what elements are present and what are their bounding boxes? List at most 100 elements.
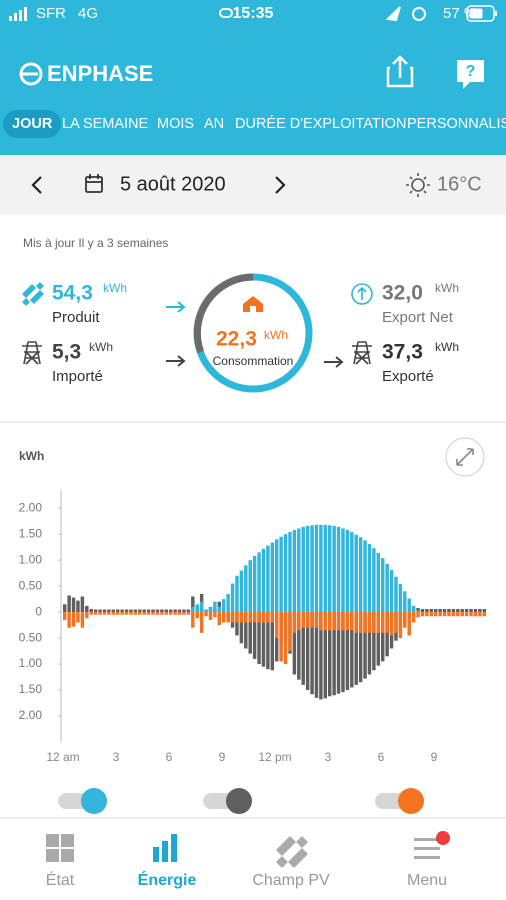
bar xyxy=(85,605,89,613)
bar xyxy=(323,524,328,613)
bar xyxy=(403,612,407,628)
bar xyxy=(434,612,438,617)
etat-icon[interactable] xyxy=(46,834,74,862)
bar xyxy=(429,608,434,613)
bar xyxy=(442,612,447,617)
expand-button[interactable] xyxy=(445,437,485,477)
prev-day[interactable] xyxy=(31,176,42,194)
bar xyxy=(270,612,275,623)
champ-pv-icon[interactable] xyxy=(276,836,308,868)
bar xyxy=(345,612,350,691)
bar xyxy=(350,612,354,688)
bar xyxy=(385,612,389,657)
bar xyxy=(182,612,186,615)
nav-label[interactable]: État xyxy=(46,870,75,889)
bar xyxy=(76,612,80,623)
bar xyxy=(248,612,252,654)
bar xyxy=(266,612,270,623)
nav-label[interactable]: Champ PV xyxy=(252,872,330,889)
menu-icon[interactable] xyxy=(414,831,450,859)
bar xyxy=(478,608,482,613)
tab[interactable]: DURÉE D'EXPLOITATION xyxy=(235,115,406,132)
bar xyxy=(310,525,314,613)
bar xyxy=(341,528,345,613)
exported-unit: kWh xyxy=(435,340,459,354)
bar xyxy=(252,612,257,659)
bar xyxy=(71,612,76,627)
bar xyxy=(464,612,469,617)
bar xyxy=(279,536,283,613)
energie-icon[interactable] xyxy=(153,834,177,862)
bar xyxy=(367,612,372,675)
tab[interactable]: MOIS xyxy=(157,116,194,132)
bar xyxy=(230,583,235,613)
tab[interactable]: AN xyxy=(204,116,224,132)
bar xyxy=(244,565,248,613)
export-net-unit: kWh xyxy=(435,281,459,295)
bar xyxy=(438,612,442,617)
bar xyxy=(416,612,420,618)
bar xyxy=(411,612,416,623)
bar xyxy=(429,612,434,617)
bar xyxy=(80,596,85,613)
bar xyxy=(199,601,204,613)
bar xyxy=(460,608,464,613)
toggle-knob[interactable] xyxy=(226,788,252,814)
bar xyxy=(478,612,482,617)
bar xyxy=(199,612,204,633)
y-tick-label: 1.50 xyxy=(19,526,43,540)
bar xyxy=(451,608,456,613)
bar xyxy=(266,612,270,670)
bar xyxy=(164,609,169,613)
y-tick-label: 2.00 xyxy=(19,708,43,722)
consumption-unit: kWh xyxy=(264,328,288,342)
bar xyxy=(71,597,76,613)
bar xyxy=(261,548,266,613)
bar xyxy=(367,544,372,613)
bar xyxy=(169,612,173,615)
nav-label[interactable]: Énergie xyxy=(138,870,197,889)
bar xyxy=(235,575,239,613)
bar xyxy=(301,526,305,613)
exported-label: Exporté xyxy=(382,368,434,385)
logo-icon xyxy=(19,62,43,86)
bar xyxy=(182,609,186,613)
produced-unit: kWh xyxy=(103,281,127,295)
toggle-knob[interactable] xyxy=(398,788,424,814)
share-button[interactable] xyxy=(386,55,414,88)
flow-arrows xyxy=(166,301,344,368)
bar xyxy=(434,608,438,613)
bar xyxy=(63,612,67,620)
bar xyxy=(442,608,447,613)
toggle-knob[interactable] xyxy=(81,788,107,814)
bar xyxy=(381,558,385,613)
bar xyxy=(354,612,358,685)
bar xyxy=(482,608,487,613)
imported-label: Importé xyxy=(52,368,103,385)
nav-label[interactable]: Menu xyxy=(407,872,447,889)
bar xyxy=(248,612,252,623)
bar xyxy=(120,612,124,615)
tab[interactable]: PERSONNALISÉ xyxy=(407,115,506,132)
bar xyxy=(191,596,195,613)
bar xyxy=(252,555,257,613)
tab[interactable]: LA SEMAINE xyxy=(62,116,149,132)
bar xyxy=(160,612,164,615)
bar xyxy=(67,595,71,613)
tab[interactable]: JOUR xyxy=(12,116,53,132)
bar xyxy=(257,612,261,665)
next-day[interactable] xyxy=(275,176,286,194)
bar xyxy=(244,612,248,623)
bar xyxy=(345,530,350,613)
bar xyxy=(111,612,116,615)
bar xyxy=(151,612,155,615)
bar xyxy=(336,526,341,613)
x-tick-label: 12 am xyxy=(46,750,79,764)
help-button[interactable]: ? xyxy=(457,60,484,89)
imported-unit: kWh xyxy=(89,340,113,354)
date[interactable]: 5 août 2020 xyxy=(120,173,226,195)
network: 4G xyxy=(78,5,98,22)
bar xyxy=(186,609,191,613)
bar xyxy=(407,612,411,636)
bar xyxy=(98,612,102,615)
